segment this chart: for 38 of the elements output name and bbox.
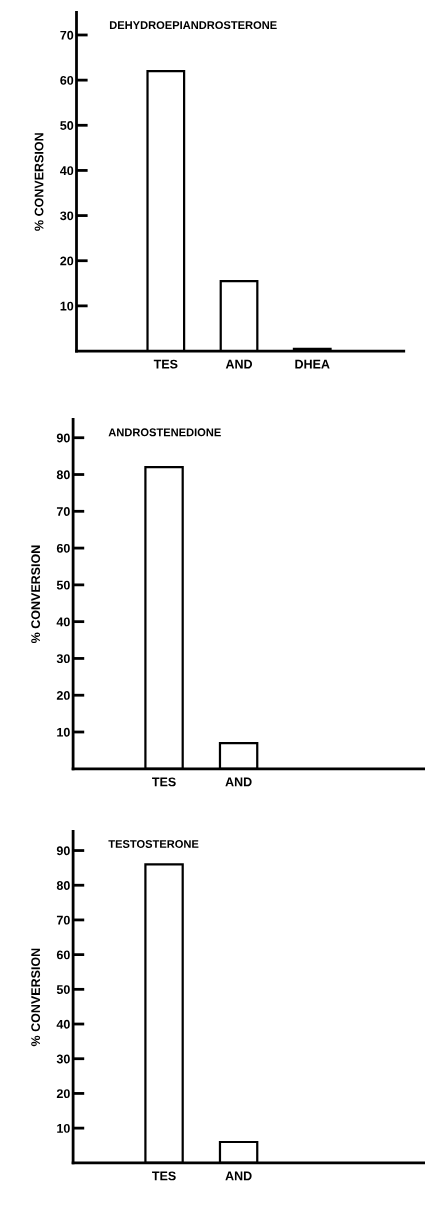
y-tick-label: 60 [60, 75, 74, 85]
y-tick-label: 50 [60, 121, 74, 130]
y-tick-label: 50 [56, 580, 70, 590]
y-tick-label: 20 [56, 691, 70, 700]
y-axis-title: % CONVERSION [31, 545, 41, 644]
y-tick-label: 10 [57, 1123, 70, 1133]
x-tick-label: AND [225, 777, 252, 787]
y-tick-label: 60 [56, 543, 70, 553]
y-tick-label: 30 [56, 1054, 70, 1064]
y-tick-label: 70 [56, 507, 70, 516]
x-tick-label: TES [153, 359, 178, 369]
y-tick-label: 20 [56, 1089, 70, 1099]
x-tick-label: TES [152, 1171, 176, 1181]
y-tick-label: 80 [56, 881, 70, 890]
y-tick-label: 30 [60, 211, 74, 221]
text: DEHYDROEPIANDROSTERONE [109, 21, 277, 30]
x-tick-label: DHEA [295, 359, 330, 369]
x-tick-label: TES [152, 777, 176, 787]
y-tick-label: 40 [60, 166, 74, 176]
y-tick-label: 60 [56, 950, 70, 960]
y-tick-label: 90 [56, 846, 70, 856]
y-tick-label: 20 [60, 256, 74, 266]
y-tick-label: 40 [56, 1019, 70, 1029]
y-tick-label: 30 [56, 654, 70, 664]
text: TESTOSTERONE [108, 840, 199, 848]
y-tick-label: 80 [56, 470, 70, 480]
y-tick-label: 10 [57, 727, 70, 737]
y-tick-label: 70 [56, 915, 70, 925]
y-tick-label: 90 [56, 433, 70, 443]
y-axis-title: % CONVERSION [31, 948, 41, 1047]
y-axis-title: % CONVERSION [34, 133, 44, 231]
text: ANDROSTENEDIONE [108, 428, 221, 437]
x-tick-label: AND [225, 1171, 252, 1181]
y-tick-label: 40 [56, 617, 70, 627]
y-tick-label: 50 [56, 985, 70, 994]
y-tick-label: 10 [60, 301, 74, 311]
x-tick-label: AND [225, 359, 253, 369]
y-tick-label: 70 [60, 30, 74, 40]
